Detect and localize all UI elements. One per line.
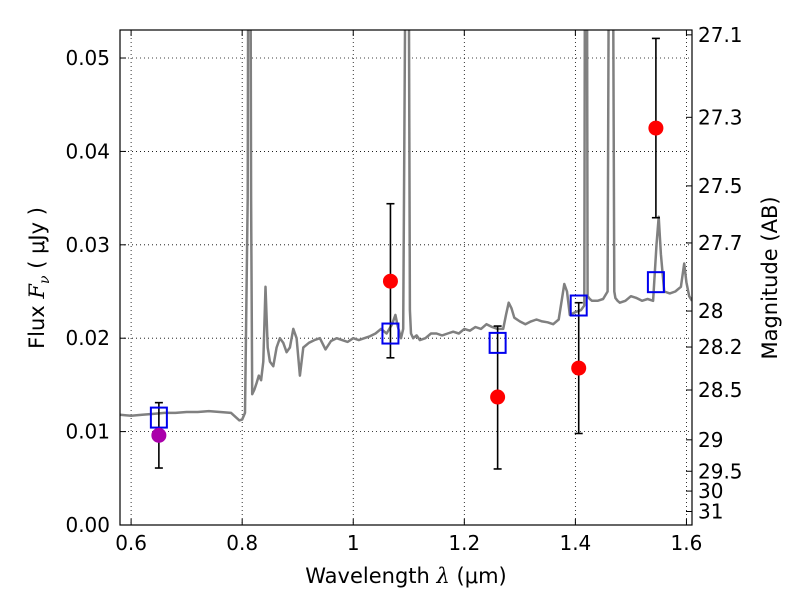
- x-axis-label: Wavelength λ (μm): [305, 564, 506, 588]
- magnitude-tick-label: 27.3: [698, 105, 743, 129]
- x-tick-label: 1.2: [448, 531, 480, 555]
- optical-flux-point: [151, 427, 167, 443]
- observed-flux-point: [382, 273, 398, 289]
- ticks-layer: 0.6 0.8 1 1.2 1.4 1.6 0.00 0.01 0.02 0.03 0.04 0.05…: [65, 23, 742, 555]
- model-spectrum-line: [120, 30, 692, 422]
- y-tick-label: 0.00: [65, 513, 110, 537]
- plot-frame: [119, 29, 693, 526]
- x-tick-label: 1: [347, 531, 360, 555]
- y-tick-label: 0.03: [65, 233, 110, 257]
- magnitude-tick-label: 27.1: [698, 23, 743, 47]
- magnitude-tick-label: 28.2: [698, 335, 743, 359]
- y-tick-label: 0.04: [65, 139, 110, 163]
- model-band-square: [569, 294, 588, 317]
- y-axis-label: Flux Fν ( μJy ): [25, 207, 53, 349]
- magnitude-tick-label: 28.5: [698, 378, 743, 402]
- points-layer: [149, 120, 665, 443]
- model-spectrum-layer: [120, 30, 692, 422]
- model-band-square: [488, 331, 507, 354]
- magnitude-axis-label: Magnitude (AB): [758, 196, 782, 359]
- observed-flux-point: [571, 360, 587, 376]
- model-band-square: [149, 406, 168, 429]
- observed-flux-point: [648, 120, 664, 136]
- grid: [120, 30, 692, 526]
- magnitude-tick-label: 27.7: [698, 231, 743, 255]
- magnitude-tick-label: 29.5: [698, 459, 743, 483]
- magnitude-tick-label: 31: [698, 500, 723, 524]
- y-tick-label: 0.02: [65, 326, 110, 350]
- magnitude-tick-label: 27.5: [698, 174, 743, 198]
- y-tick-label: 0.01: [65, 420, 110, 444]
- x-tick-label: 1.6: [671, 531, 703, 555]
- model-band-square: [646, 271, 665, 294]
- x-tick-label: 1.4: [559, 531, 591, 555]
- x-tick-label: 0.6: [115, 531, 147, 555]
- magnitude-tick-label: 30: [698, 479, 723, 503]
- magnitude-tick-label: 29: [698, 428, 723, 452]
- y-tick-label: 0.05: [65, 46, 110, 70]
- x-tick-label: 0.8: [226, 531, 258, 555]
- magnitude-tick-label: 28: [698, 299, 723, 323]
- observed-flux-point: [490, 389, 506, 405]
- model-band-square: [381, 322, 400, 345]
